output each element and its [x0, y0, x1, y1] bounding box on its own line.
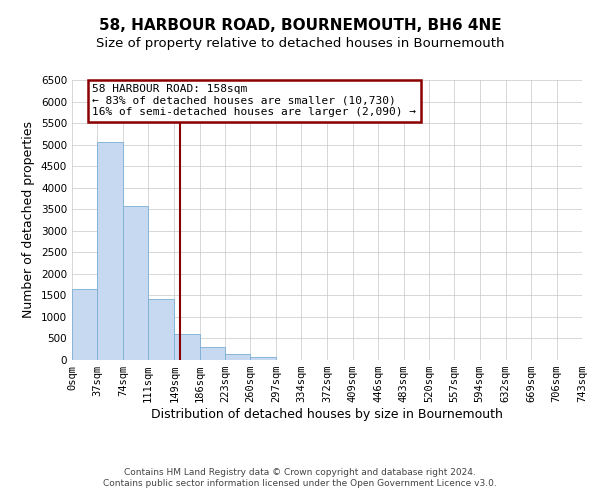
- Bar: [123, 206, 148, 360]
- Bar: [174, 334, 200, 360]
- Bar: [225, 354, 250, 360]
- Bar: [200, 347, 225, 360]
- Y-axis label: Number of detached properties: Number of detached properties: [22, 122, 35, 318]
- Text: Contains HM Land Registry data © Crown copyright and database right 2024.
Contai: Contains HM Land Registry data © Crown c…: [103, 468, 497, 487]
- Text: 58 HARBOUR ROAD: 158sqm
← 83% of detached houses are smaller (10,730)
16% of sem: 58 HARBOUR ROAD: 158sqm ← 83% of detache…: [92, 84, 416, 117]
- Bar: [148, 299, 174, 360]
- Text: Size of property relative to detached houses in Bournemouth: Size of property relative to detached ho…: [96, 38, 504, 51]
- Bar: [250, 358, 276, 360]
- Bar: [97, 142, 123, 360]
- Bar: [72, 289, 97, 360]
- Text: 58, HARBOUR ROAD, BOURNEMOUTH, BH6 4NE: 58, HARBOUR ROAD, BOURNEMOUTH, BH6 4NE: [98, 18, 502, 32]
- X-axis label: Distribution of detached houses by size in Bournemouth: Distribution of detached houses by size …: [151, 408, 503, 421]
